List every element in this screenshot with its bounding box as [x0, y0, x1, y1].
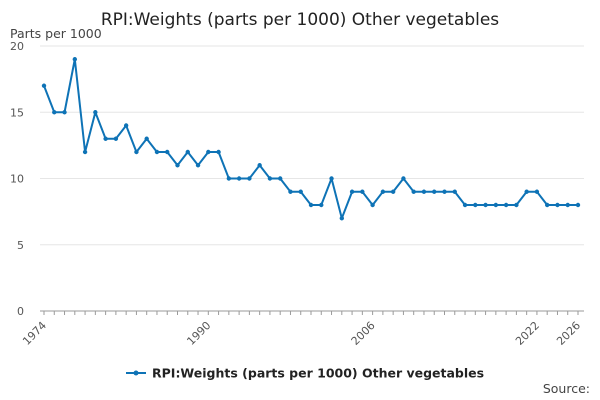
data-point-2025: [565, 202, 570, 208]
data-point-2022: [534, 189, 540, 194]
data-point-1998: [288, 189, 293, 194]
data-point-1985: [154, 149, 160, 155]
data-point-1978: [82, 149, 88, 155]
y-axis-label: Parts per 1000: [10, 26, 102, 41]
x-tick-label-1990: 1990: [184, 319, 213, 348]
gridlines: [40, 45, 584, 312]
data-point-1995: [257, 163, 262, 168]
data-point-1986: [165, 149, 170, 155]
data-point-1993: [236, 176, 242, 181]
x-tick-label-2022: 2022: [513, 319, 542, 348]
data-point-2011: [421, 189, 427, 194]
data-point-2024: [555, 202, 560, 208]
data-point-1994: [247, 176, 252, 181]
data-point-2014: [452, 189, 457, 194]
x-tick-label-2026: 2026: [554, 319, 583, 348]
data-point-2015: [462, 202, 468, 208]
data-point-2023: [544, 202, 550, 208]
data-point-2018: [493, 202, 499, 208]
legend-label: RPI:Weights (parts per 1000) Other veget…: [152, 366, 484, 381]
y-tick-label-0: 0: [17, 305, 24, 318]
legend[interactable]: RPI:Weights (parts per 1000) Other veget…: [126, 366, 484, 381]
data-point-2019: [503, 202, 509, 208]
y-axis-ticks: 0 5 10 15 20: [10, 40, 24, 318]
legend-marker: [133, 370, 139, 376]
data-point-1997: [277, 176, 283, 181]
data-point-1983: [134, 149, 139, 155]
data-point-1988: [185, 149, 190, 155]
series-line: [43, 58, 579, 220]
data-point-2017: [483, 202, 488, 208]
data-point-2026: [575, 202, 581, 208]
data-point-1982: [123, 123, 129, 128]
data-point-1977: [72, 57, 78, 62]
data-point-1992: [226, 176, 232, 181]
data-point-2009: [401, 176, 406, 181]
x-tick-label-2006: 2006: [349, 319, 378, 348]
data-point-2003: [339, 216, 345, 221]
data-point-1999: [298, 189, 303, 194]
data-point-2006: [370, 202, 375, 208]
x-axis: 1974 1990 2006 2022 2026: [20, 311, 583, 348]
x-tick-label-1974: 1974: [20, 319, 49, 348]
data-point-2016: [473, 202, 478, 208]
data-point-1991: [216, 149, 221, 155]
y-tick-label-5: 5: [17, 239, 24, 252]
data-point-2012: [432, 189, 437, 194]
data-point-2005: [360, 189, 365, 194]
data-point-2020: [514, 202, 519, 208]
data-point-1989: [195, 163, 201, 168]
data-point-2004: [349, 189, 355, 194]
data-point-1987: [175, 163, 180, 168]
data-point-1974: [41, 83, 47, 88]
data-point-1976: [62, 110, 67, 115]
y-tick-label-15: 15: [10, 106, 24, 119]
data-point-2002: [329, 176, 334, 181]
data-point-1981: [113, 136, 119, 141]
data-point-2008: [390, 189, 396, 194]
data-point-2001: [319, 202, 324, 208]
data-point-1996: [267, 176, 273, 181]
data-point-2013: [442, 189, 447, 194]
data-point-1979: [93, 110, 98, 115]
y-tick-label-10: 10: [10, 173, 24, 186]
y-tick-label-20: 20: [10, 40, 24, 53]
data-point-2021: [524, 189, 529, 194]
data-point-1990: [206, 149, 211, 155]
data-point-1980: [103, 136, 108, 141]
data-point-1975: [52, 110, 57, 115]
data-point-2000: [308, 202, 314, 208]
data-point-2010: [411, 189, 416, 194]
chart-title: RPI:Weights (parts per 1000) Other veget…: [101, 10, 499, 30]
source-label: Source:: [543, 381, 590, 396]
data-point-2007: [380, 189, 386, 194]
data-point-1984: [144, 136, 149, 141]
series-layer: [41, 57, 581, 221]
